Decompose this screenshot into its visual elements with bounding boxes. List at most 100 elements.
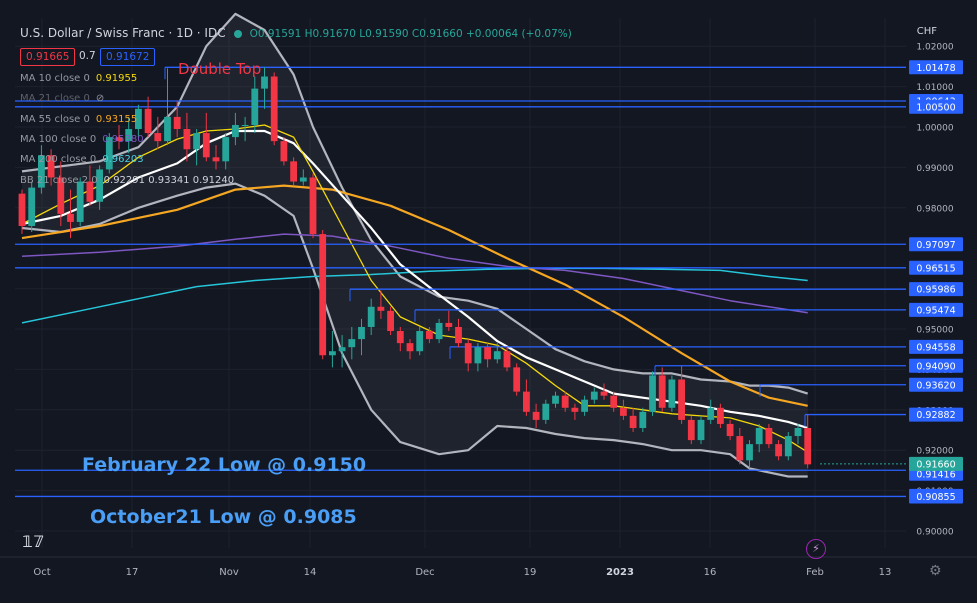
candle-body	[784, 436, 792, 457]
lightning-icon[interactable]: ⚡	[806, 539, 826, 559]
candle-body	[18, 193, 26, 226]
candle-body	[154, 133, 162, 142]
symbol-title[interactable]: U.S. Dollar / Swiss Franc · 1D · IDC	[20, 26, 226, 40]
level-price-label: 0.93620	[916, 380, 955, 391]
candle-body	[319, 234, 327, 356]
indicator-legend-item[interactable]: MA 100 close 0 0.95380	[20, 134, 144, 145]
time-tick-label: Nov	[219, 567, 239, 578]
sell-button[interactable]: 0.91665	[20, 48, 76, 66]
candle-body	[232, 124, 239, 138]
candle-body	[590, 391, 598, 400]
time-tick-label: Dec	[415, 567, 434, 578]
candle-body	[707, 407, 715, 420]
bollinger-upper-line	[21, 12, 809, 395]
candle-body	[765, 427, 773, 445]
last-price-label: 0.91660	[916, 459, 955, 470]
ma55-line	[21, 184, 808, 407]
candle-body	[513, 367, 521, 392]
hidden-eye-icon[interactable]: ⊘	[95, 93, 105, 105]
candle-body	[523, 391, 530, 412]
candle-body	[47, 155, 55, 178]
candle-body	[464, 343, 472, 364]
bollinger-lower-line	[21, 182, 808, 478]
last-price-tag	[909, 456, 963, 471]
gear-icon[interactable]: ⚙	[929, 563, 942, 579]
indicator-value: 0.96203	[102, 154, 144, 166]
time-tick-label: 16	[704, 567, 717, 578]
october-low-label: October21 Low @ 0.9085	[90, 506, 357, 528]
indicator-legend-item[interactable]: BB 21 close 2 0 0.92291 0.93341 0.91240	[20, 175, 234, 186]
level-price-label: 0.95986	[916, 285, 955, 296]
candle-body	[290, 161, 297, 182]
candle-body	[561, 395, 569, 408]
time-tick-label: 17	[126, 567, 139, 578]
candle-body	[542, 403, 550, 420]
indicator-value: 0.95380	[102, 133, 144, 145]
level-price-tag	[909, 60, 963, 75]
indicator-label: MA 100 close 0	[20, 133, 97, 145]
time-tick-label: Feb	[806, 567, 824, 578]
candle-body	[280, 141, 288, 162]
candle-body	[222, 137, 230, 162]
indicator-value: 0.92291 0.93341 0.91240	[103, 174, 235, 186]
time-tick-label: 14	[304, 567, 317, 578]
candle-body	[755, 427, 763, 445]
candle-body	[183, 129, 191, 150]
level-price-label: 0.92882	[916, 410, 955, 421]
level-price-label: 1.00500	[916, 102, 955, 113]
candle-body	[794, 427, 802, 437]
level-price-tag	[909, 489, 963, 504]
candle-body	[552, 395, 559, 404]
indicator-legend-item[interactable]: MA 200 close 0 0.96203	[20, 154, 144, 165]
candle-body	[775, 444, 782, 457]
level-price-tag	[909, 237, 963, 252]
level-price-tag	[909, 358, 963, 373]
candle-body	[445, 322, 453, 327]
indicator-legend-item[interactable]: MA 21 close 0 ⊘	[20, 93, 104, 104]
price-tick-label: 1.02000	[916, 43, 953, 53]
candle-body	[309, 177, 317, 235]
candle-body	[726, 423, 734, 437]
buy-button[interactable]: 0.91672	[100, 48, 156, 66]
level-price-tag	[909, 377, 963, 392]
candle-body	[678, 379, 685, 420]
time-tick-label: 19	[524, 567, 537, 578]
currency-selector[interactable]: CHF	[916, 26, 937, 37]
candle-body	[649, 375, 656, 412]
candle-body	[241, 124, 249, 126]
level-price-label: 0.95474	[916, 305, 955, 316]
candle-body	[96, 169, 103, 202]
candle-body	[639, 411, 647, 428]
candle-body	[76, 181, 84, 222]
candle-body	[503, 351, 511, 368]
candle-body	[746, 444, 753, 461]
level-price-tag	[909, 407, 963, 422]
candle-body	[687, 419, 695, 441]
indicator-legend-item[interactable]: MA 55 close 0 0.93155	[20, 114, 137, 125]
price-tick-label: 1.01000	[916, 83, 953, 93]
horizontal-levels	[15, 66, 906, 498]
price-axis: 1.020001.010001.000000.990000.980000.960…	[820, 0, 977, 603]
candle-body	[105, 137, 113, 170]
level-price-label: 0.96515	[916, 263, 955, 274]
time-tick-label: 13	[879, 567, 892, 578]
candle-body	[610, 395, 618, 408]
candle-body	[426, 331, 433, 340]
price-tick-label: 0.99000	[916, 164, 953, 174]
candle-body	[67, 213, 74, 222]
february-low-label: February 22 Low @ 0.9150	[82, 454, 367, 476]
candle-body	[367, 306, 375, 327]
candles	[18, 67, 812, 469]
candle-body	[270, 76, 278, 142]
candle-body	[435, 322, 443, 340]
market-open-icon	[233, 29, 242, 38]
indicator-legend-item[interactable]: MA 10 close 0 0.91955	[20, 73, 137, 84]
candle-body	[484, 347, 491, 360]
price-tick-label: 0.98000	[916, 204, 953, 214]
level-price-label: 0.90855	[916, 492, 955, 503]
ohlc-readout: O0.91591 H0.91670 L0.91590 C0.91660 +0.0…	[249, 28, 572, 40]
candle-body	[377, 306, 385, 311]
level-price-tag	[909, 282, 963, 297]
indicator-label: MA 200 close 0	[20, 154, 97, 166]
